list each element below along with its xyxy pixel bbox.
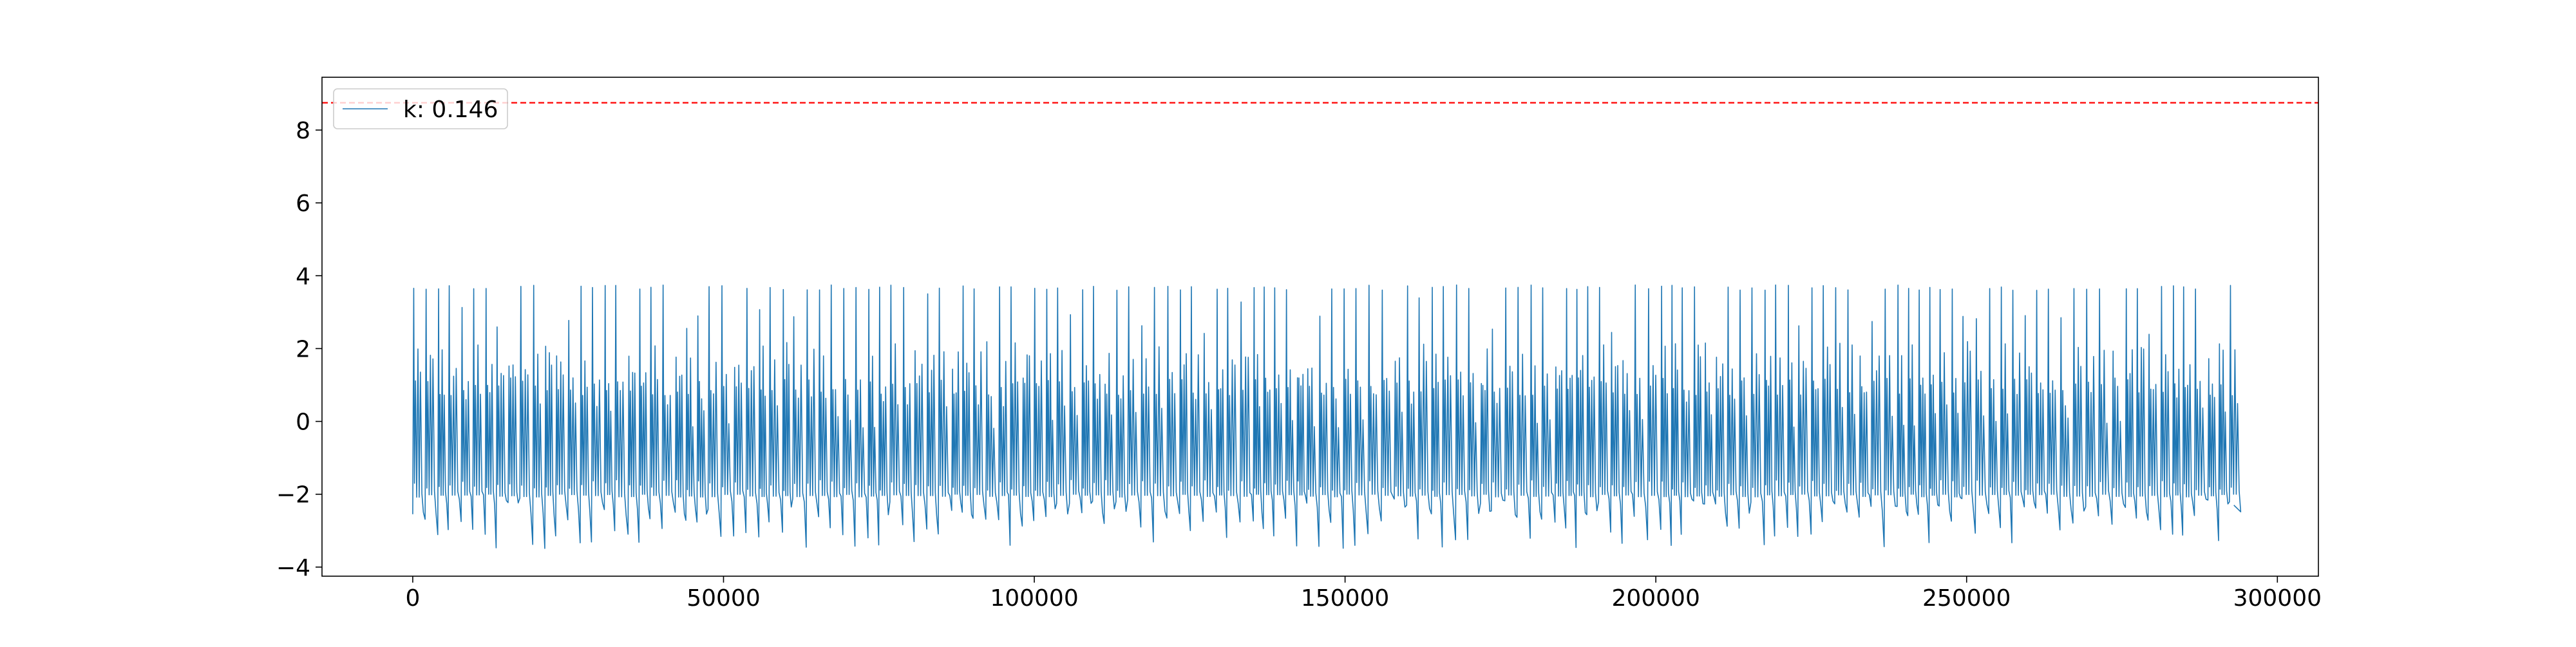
x-tick-label-0: 0: [405, 585, 420, 612]
plot-area: [322, 102, 2318, 549]
legend-box: [333, 88, 508, 129]
x-tick-label-2: 100000: [990, 585, 1078, 612]
axes-layer: 0 50000 100000 150000 200000 250000 300000 −4 −2…: [276, 77, 2322, 612]
y-tick-label-1: −2: [276, 482, 310, 509]
legend-label-0: k: 0.146: [403, 97, 498, 123]
series-line-0: [412, 284, 2242, 549]
y-tick-label-4: 4: [296, 263, 310, 290]
legend: k: 0.146: [333, 88, 508, 129]
x-tick-label-6: 300000: [2233, 585, 2322, 612]
y-tick-label-0: −4: [276, 555, 310, 581]
y-tick-label-5: 6: [296, 191, 310, 217]
axes-frame: [321, 77, 2319, 577]
x-tick-label-1: 50000: [687, 585, 761, 612]
x-tick-label-4: 200000: [1611, 585, 1700, 612]
x-tick-label-5: 250000: [1922, 585, 2011, 612]
x-tick-label-3: 150000: [1301, 585, 1389, 612]
y-tick-label-6: 8: [296, 118, 310, 144]
y-tick-label-3: 2: [296, 336, 310, 362]
y-tick-label-2: 0: [296, 409, 310, 436]
